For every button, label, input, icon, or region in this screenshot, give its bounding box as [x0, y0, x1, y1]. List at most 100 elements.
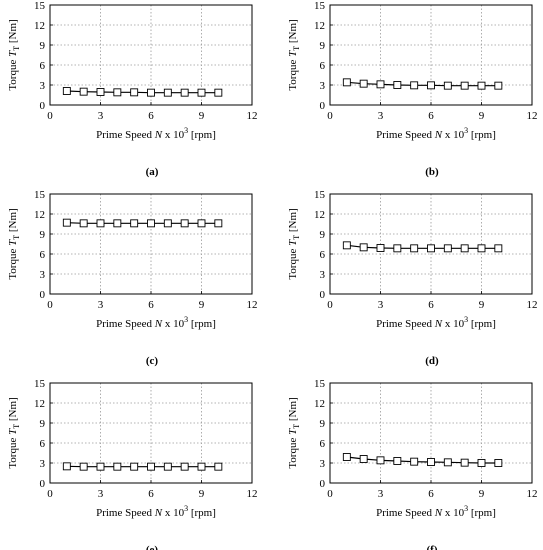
- x-tick-label: 0: [47, 488, 53, 500]
- chart-panel-b: 0 3 6 9 12 0 3 6 9 12 15 Prime Speed N x 103 [rpm] T…: [287, 0, 538, 178]
- data-point: [62, 462, 71, 471]
- y-tick-label: 12: [34, 209, 45, 221]
- x-tick-label: 0: [327, 299, 333, 311]
- data-point: [113, 88, 122, 97]
- series-line: [346, 81, 499, 87]
- y-tick-label: 3: [320, 458, 326, 470]
- data-point: [477, 459, 486, 467]
- chart-panel-d: 0 3 6 9 12 0 3 6 9 12 15 Prime Speed N x 103 [rpm] T…: [287, 189, 538, 367]
- data-point: [180, 88, 189, 97]
- y-tick-label: 6: [320, 438, 326, 450]
- data-point: [147, 462, 155, 471]
- data-point: [96, 219, 105, 228]
- data-point: [147, 219, 155, 228]
- data-point: [460, 458, 469, 467]
- x-tick-label: 6: [428, 488, 434, 500]
- data-point: [197, 88, 206, 97]
- y-tick-label: 3: [40, 269, 46, 281]
- data-point: [62, 218, 71, 227]
- y-tick-label: 3: [320, 269, 326, 281]
- y-axis-label: Torque TT [Nm]: [7, 208, 21, 279]
- y-tick-label: 6: [320, 60, 326, 72]
- y-axis-label: Torque TT [Nm]: [287, 19, 301, 90]
- series-line: [346, 456, 499, 464]
- x-tick-label: 6: [148, 299, 154, 311]
- y-tick-label: 15: [314, 378, 326, 390]
- x-axis-label: Prime Speed N x 103 [rpm]: [96, 126, 216, 141]
- x-tick-label: 9: [479, 110, 485, 122]
- chart-panel-c: 0 3 6 9 12 0 3 6 9 12 15 Prime Speed N x 103 [rpm] T…: [7, 189, 258, 367]
- panel-caption: (d): [425, 355, 439, 367]
- y-tick-label: 6: [40, 249, 46, 261]
- x-tick-label: 12: [527, 488, 538, 500]
- y-tick-label: 3: [40, 80, 46, 92]
- y-axis-label: Torque TT [Nm]: [287, 397, 301, 468]
- data-point: [477, 244, 486, 253]
- data-point: [494, 459, 503, 467]
- data-point: [180, 219, 189, 228]
- y-tick-label: 15: [34, 0, 46, 12]
- chart-panel-f: 0 3 6 9 12 0 3 6 9 12 15 Prime Speed N x 103 [rpm] T…: [287, 378, 538, 550]
- data-point: [342, 453, 351, 461]
- panel-caption: (e): [146, 544, 159, 550]
- data-point: [443, 458, 452, 467]
- x-tick-label: 12: [247, 110, 258, 122]
- data-point: [79, 219, 88, 228]
- data-point: [443, 244, 452, 253]
- y-tick-label: 3: [320, 80, 326, 92]
- data-point: [62, 87, 71, 95]
- x-axis-label: Prime Speed N x 103 [rpm]: [376, 504, 496, 519]
- data-point: [96, 88, 105, 96]
- x-tick-label: 6: [428, 299, 434, 311]
- y-tick-label: 3: [40, 458, 46, 470]
- x-tick-label: 6: [148, 110, 154, 122]
- data-point: [359, 243, 368, 252]
- data-point: [214, 219, 223, 228]
- y-tick-label: 6: [40, 438, 46, 450]
- data-point: [376, 456, 385, 465]
- y-tick-label: 15: [34, 189, 46, 201]
- y-tick-label: 15: [314, 0, 326, 12]
- y-tick-label: 0: [320, 478, 326, 490]
- y-tick-label: 15: [34, 378, 46, 390]
- x-tick-label: 9: [479, 299, 485, 311]
- y-tick-label: 9: [320, 40, 326, 52]
- y-tick-label: 12: [314, 209, 325, 221]
- y-tick-label: 0: [40, 289, 46, 301]
- y-tick-label: 12: [314, 398, 325, 410]
- x-tick-label: 3: [378, 110, 384, 122]
- y-tick-label: 9: [320, 418, 326, 430]
- panel-caption: (b): [425, 166, 439, 178]
- x-tick-label: 3: [98, 488, 104, 500]
- data-point: [410, 81, 419, 90]
- panel-caption: (f): [427, 544, 438, 550]
- data-point: [130, 462, 139, 471]
- x-axis-label: Prime Speed N x 103 [rpm]: [96, 315, 216, 330]
- y-axis-label: Torque TT [Nm]: [7, 19, 21, 90]
- data-point: [342, 78, 351, 87]
- x-tick-label: 0: [327, 110, 333, 122]
- x-tick-label: 12: [247, 488, 258, 500]
- series-line: [66, 222, 219, 224]
- data-point: [460, 81, 469, 90]
- x-tick-label: 9: [199, 488, 205, 500]
- y-tick-label: 0: [40, 100, 46, 112]
- x-tick-label: 12: [527, 110, 538, 122]
- data-point: [494, 244, 503, 253]
- panel-caption: (a): [146, 166, 159, 178]
- y-tick-label: 6: [40, 60, 46, 72]
- y-tick-label: 0: [40, 478, 46, 490]
- x-tick-label: 3: [378, 488, 384, 500]
- x-tick-label: 6: [428, 110, 434, 122]
- data-point: [494, 81, 503, 90]
- data-point: [113, 219, 122, 228]
- y-tick-label: 0: [320, 289, 326, 301]
- data-point: [197, 462, 206, 471]
- data-point: [342, 241, 351, 250]
- data-point: [79, 87, 88, 96]
- y-tick-label: 9: [320, 229, 326, 241]
- data-point: [147, 88, 155, 97]
- data-point: [427, 458, 435, 466]
- series-line: [66, 90, 219, 94]
